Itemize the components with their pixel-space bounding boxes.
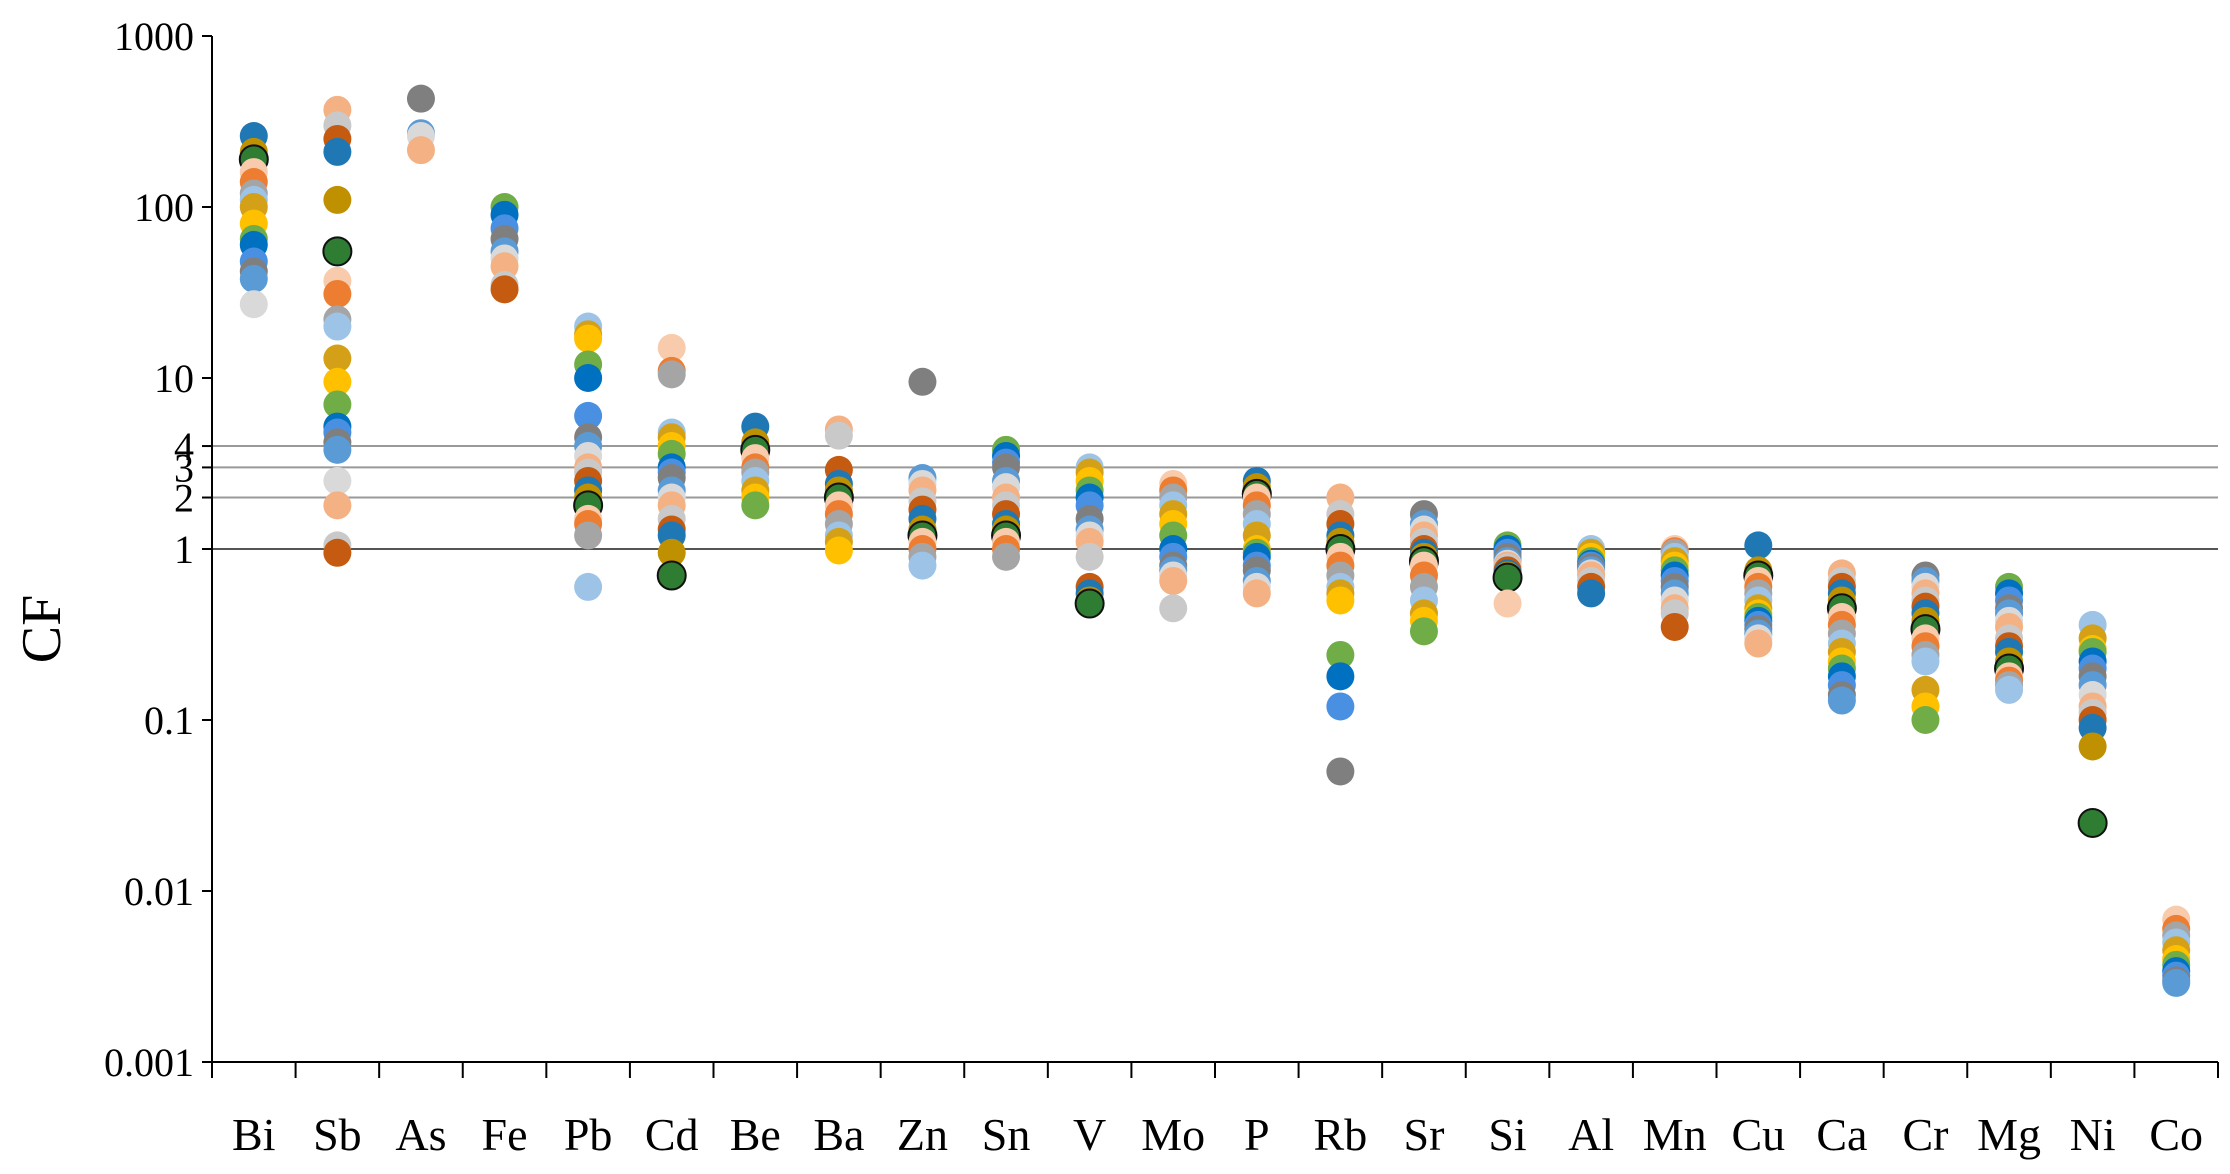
category-label: Mn xyxy=(1643,1109,1707,1160)
data-point xyxy=(574,401,603,430)
data-point xyxy=(574,572,603,601)
y-tick-label: 4 xyxy=(174,424,194,469)
data-point xyxy=(2162,968,2191,997)
category-label: Ca xyxy=(1816,1109,1867,1160)
y-tick-label: 3 xyxy=(174,445,194,490)
category-label: Ba xyxy=(813,1109,864,1160)
data-point xyxy=(1577,579,1606,608)
data-point xyxy=(1159,594,1188,623)
data-point xyxy=(1827,686,1856,715)
y-tick-label: 1 xyxy=(174,527,194,572)
data-point xyxy=(322,236,353,267)
category-label: Be xyxy=(730,1109,781,1160)
category-label: Co xyxy=(2149,1109,2203,1160)
data-point xyxy=(1326,692,1355,721)
data-point xyxy=(1995,675,2024,704)
data-point xyxy=(574,521,603,550)
y-tick-label: 100 xyxy=(134,185,194,230)
data-point xyxy=(1326,586,1355,615)
x-tick-marks xyxy=(211,1062,2219,1078)
data-point xyxy=(1075,542,1104,571)
data-point xyxy=(574,324,603,353)
data-point xyxy=(1744,629,1773,658)
data-point xyxy=(1911,647,1940,676)
data-point xyxy=(323,538,352,567)
data-point xyxy=(323,367,352,396)
y-tick-labels: 1000 100 10 432 1 0.1 0.01 0.001 xyxy=(104,14,212,1085)
y-tick-label: 0.01 xyxy=(124,869,194,914)
category-label: Sr xyxy=(1404,1109,1445,1160)
data-point xyxy=(656,560,687,591)
data-point xyxy=(741,491,770,520)
y-tick-label: 10 xyxy=(154,356,194,401)
data-point xyxy=(2078,732,2107,761)
y-tick-label: 0.001 xyxy=(104,1040,194,1085)
data-point xyxy=(239,264,268,293)
category-label: Cd xyxy=(645,1109,699,1160)
y-tick-label: 0.1 xyxy=(144,698,194,743)
data-point xyxy=(323,435,352,464)
data-point xyxy=(1911,706,1940,734)
category-label: P xyxy=(1244,1109,1270,1160)
category-label: Mg xyxy=(1977,1109,2041,1160)
data-point xyxy=(1326,640,1355,669)
y-tick-label: 2 xyxy=(174,476,194,521)
data-point xyxy=(992,542,1021,571)
category-label: V xyxy=(1073,1109,1106,1160)
data-point xyxy=(657,360,686,389)
data-point xyxy=(657,333,686,362)
data-point xyxy=(1744,531,1773,560)
category-labels: Bi Sb As Fe Pb Cd Be Ba Zn Sn V Mo P Rb Sr Si Al Mn Cu Ca Cr… xyxy=(232,1109,2203,1160)
reference-lines xyxy=(212,445,2218,550)
data-point xyxy=(406,84,435,113)
category-label: As xyxy=(395,1109,446,1160)
category-label: Si xyxy=(1488,1109,1526,1160)
data-point xyxy=(323,137,352,166)
data-point xyxy=(824,421,853,450)
data-point xyxy=(1409,617,1438,646)
data-point xyxy=(1159,566,1188,595)
data-point xyxy=(1074,588,1105,619)
data-points xyxy=(238,84,2191,997)
data-point xyxy=(1326,662,1355,691)
category-label: Fe xyxy=(482,1109,528,1160)
data-point xyxy=(2077,807,2108,838)
data-point xyxy=(323,312,352,341)
data-point xyxy=(490,275,519,304)
category-label: Zn xyxy=(897,1109,948,1160)
data-point xyxy=(323,491,352,520)
category-label: Cr xyxy=(1902,1109,1948,1160)
category-label: Ni xyxy=(2070,1109,2116,1160)
category-label: Bi xyxy=(232,1109,275,1160)
category-label: Rb xyxy=(1314,1109,1368,1160)
category-label: Sb xyxy=(313,1109,362,1160)
data-point xyxy=(1493,589,1522,618)
data-point xyxy=(574,364,603,392)
data-point xyxy=(824,536,853,565)
data-point xyxy=(323,466,352,495)
data-point xyxy=(323,279,352,308)
category-label: Al xyxy=(1568,1109,1614,1160)
data-point xyxy=(1242,579,1271,608)
data-point xyxy=(908,367,937,396)
data-point xyxy=(1660,612,1689,641)
data-point xyxy=(323,390,352,419)
data-point xyxy=(1326,757,1355,786)
data-point xyxy=(406,136,435,165)
category-label: Pb xyxy=(564,1109,613,1160)
y-tick-label: 1000 xyxy=(114,14,194,59)
data-point xyxy=(323,185,352,214)
category-label: Mo xyxy=(1141,1109,1205,1160)
data-point xyxy=(657,538,686,567)
category-label: Cu xyxy=(1731,1109,1785,1160)
data-point xyxy=(908,551,937,580)
data-point xyxy=(323,344,352,373)
y-axis-title: CF xyxy=(11,595,73,664)
data-point xyxy=(239,290,268,319)
data-point xyxy=(1492,562,1523,593)
category-label: Sn xyxy=(982,1109,1031,1160)
